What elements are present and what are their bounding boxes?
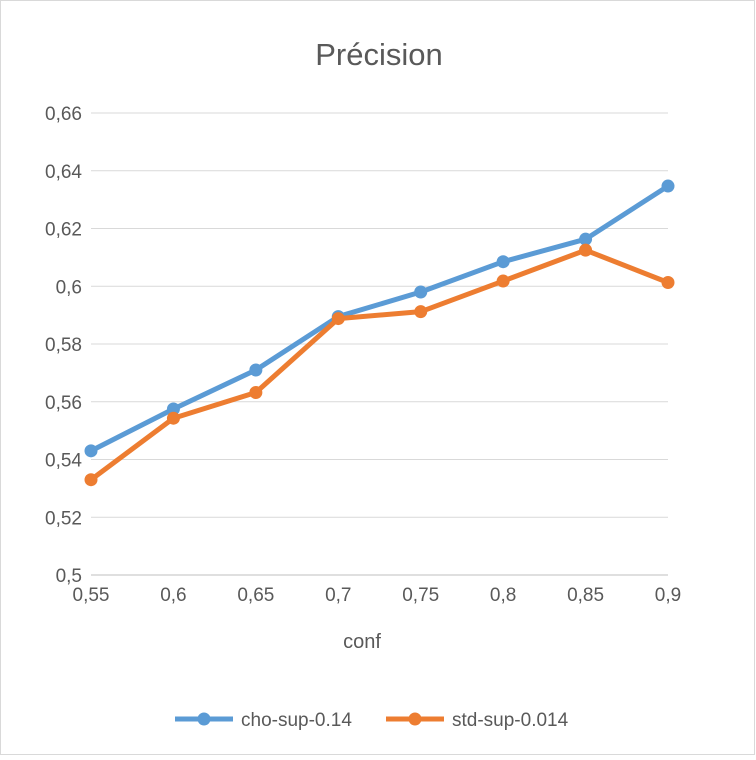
legend-marker (197, 712, 211, 726)
legend-marker (408, 712, 422, 726)
legend: cho-sup-0.14 std-sup-0.014 (175, 710, 569, 731)
x-tick-label: 0,9 (655, 585, 681, 606)
y-tick-label: 0,64 (45, 162, 82, 183)
data-point (661, 179, 675, 193)
series-line (88, 247, 671, 483)
x-tick-label: 0,7 (325, 585, 351, 606)
data-point (661, 275, 675, 289)
legend-entry: std-sup-0.014 (386, 710, 569, 731)
x-axis-title: conf (343, 631, 381, 653)
data-point (249, 363, 263, 377)
x-axis-tick-labels: 0,55 0,6 0,65 0,7 0,75 0,8 0,85 0,9 (73, 585, 682, 606)
x-tick-label: 0,8 (490, 585, 516, 606)
y-tick-label: 0,5 (56, 566, 82, 587)
y-tick-label: 0,56 (45, 393, 82, 414)
chart-title: Précision (315, 37, 443, 72)
data-point (496, 274, 510, 288)
series-2 (84, 243, 675, 487)
data-point (579, 232, 593, 246)
data-point (579, 243, 593, 257)
y-tick-label: 0,62 (45, 220, 82, 241)
x-tick-label: 0,85 (567, 585, 604, 606)
data-point (166, 411, 180, 425)
data-point (331, 312, 345, 326)
data-point (166, 402, 180, 416)
legend-entry: cho-sup-0.14 (175, 710, 352, 731)
series-1 (84, 179, 675, 458)
data-point (414, 305, 428, 319)
x-tick-label: 0,65 (237, 585, 274, 606)
series-line (88, 183, 671, 454)
data-series (84, 179, 675, 487)
y-tick-label: 0,6 (56, 277, 82, 298)
legend-label: std-sup-0.014 (452, 710, 569, 731)
y-axis-tick-labels: 0,5 0,52 0,54 0,56 0,58 0,6 0,62 0,64 0,66 (45, 104, 82, 587)
y-tick-label: 0,66 (45, 104, 82, 125)
data-point (84, 473, 98, 487)
gridlines (91, 112, 668, 576)
data-point (414, 285, 428, 299)
data-point (84, 444, 98, 458)
data-point (496, 255, 510, 269)
y-tick-label: 0,58 (45, 335, 82, 356)
x-tick-label: 0,6 (160, 585, 186, 606)
y-tick-label: 0,52 (45, 508, 82, 529)
data-point (249, 386, 263, 400)
legend-label: cho-sup-0.14 (241, 710, 352, 731)
y-tick-label: 0,54 (45, 451, 82, 472)
x-tick-label: 0,75 (402, 585, 439, 606)
x-tick-label: 0,55 (73, 585, 110, 606)
